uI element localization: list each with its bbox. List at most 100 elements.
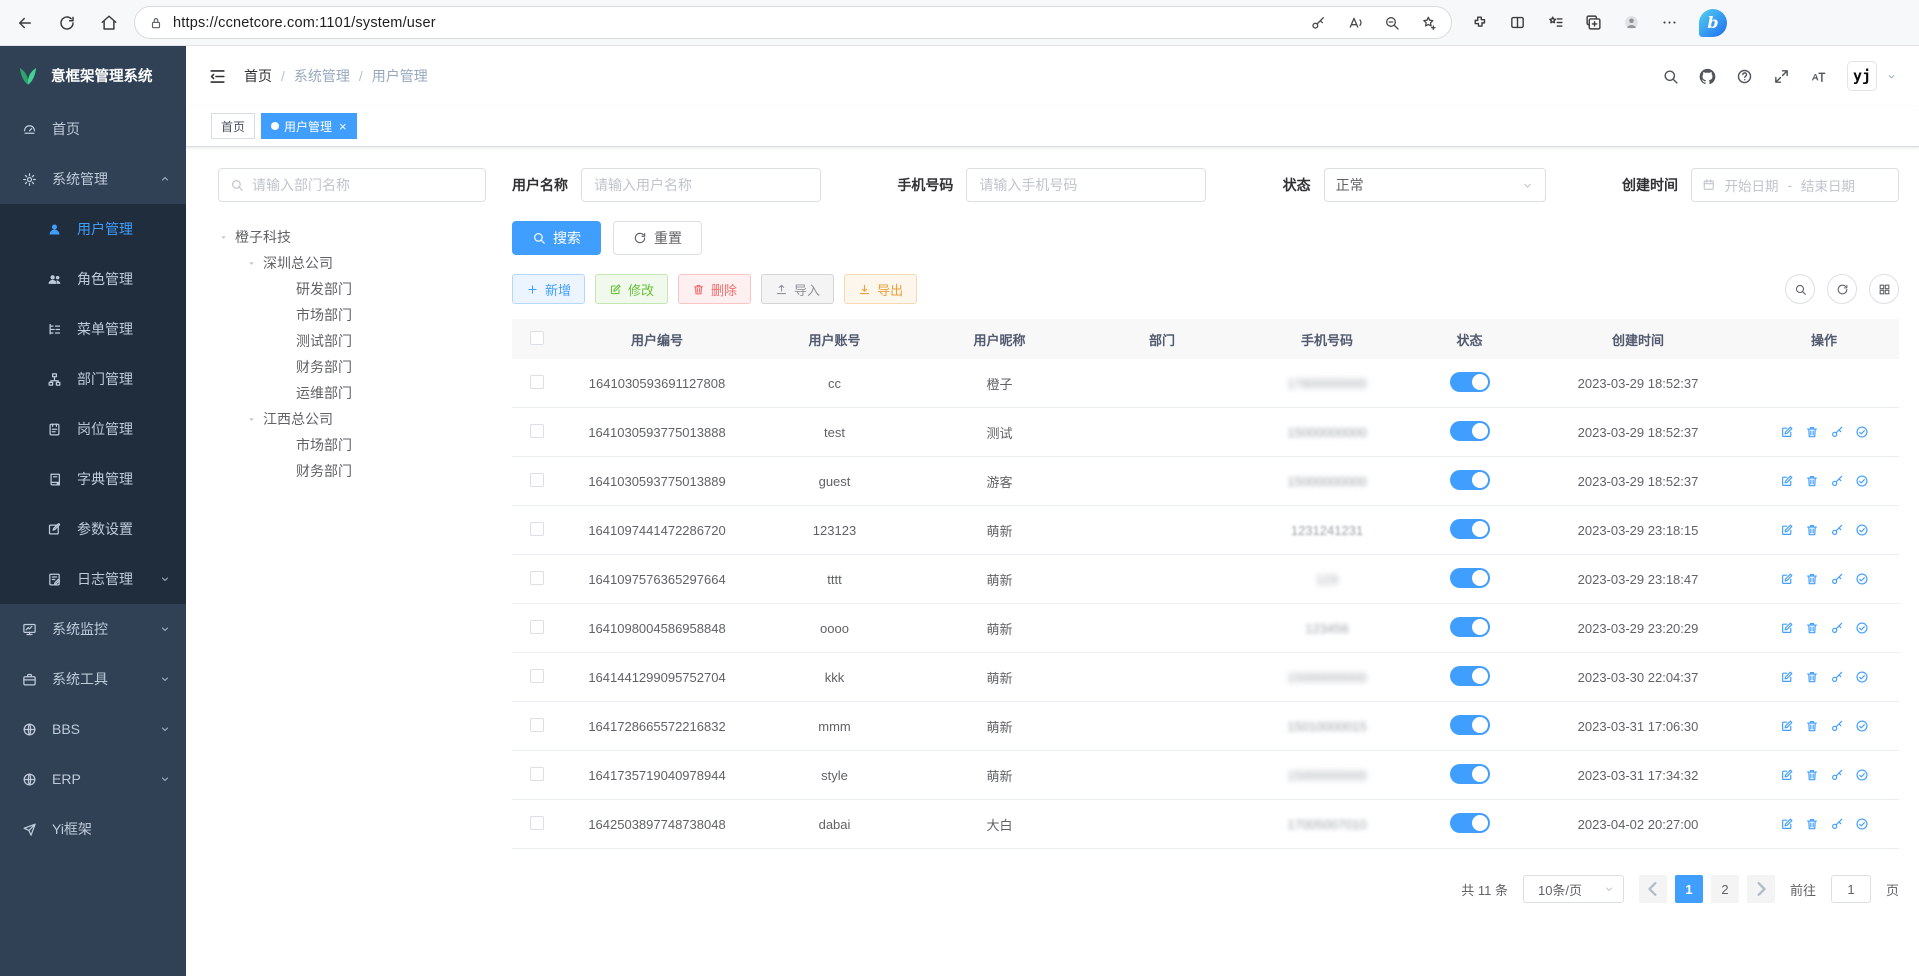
sidebar-item-菜单管理[interactable]: 菜单管理 [0,304,186,354]
row-checkbox[interactable] [530,815,544,830]
edit-button[interactable]: 修改 [595,274,669,304]
row-checkbox[interactable] [530,570,544,585]
row-delete-icon[interactable] [1805,572,1819,586]
status-toggle[interactable] [1449,420,1490,441]
sidebar-item-角色管理[interactable]: 角色管理 [0,254,186,304]
toolbar-refresh-button[interactable] [1827,274,1857,304]
toolbar-grid-button[interactable] [1869,274,1899,304]
sidebar-item-日志管理[interactable]: 日志管理 [0,554,186,604]
phone-input[interactable] [966,168,1207,202]
row-check-icon[interactable] [1855,719,1869,733]
tree-expand-icon[interactable] [246,258,257,269]
row-check-icon[interactable] [1855,572,1869,586]
status-toggle[interactable] [1449,518,1490,539]
row-checkbox[interactable] [530,619,544,634]
more-icon[interactable] [1661,14,1678,31]
row-edit-icon[interactable] [1780,768,1794,782]
dept-search-input[interactable]: 请输入部门名称 [218,168,486,202]
select-all-checkbox[interactable] [530,330,544,345]
row-key-icon[interactable] [1830,474,1844,488]
add-favorite-icon[interactable] [1421,15,1437,31]
row-check-icon[interactable] [1855,768,1869,782]
status-toggle[interactable] [1449,812,1490,833]
reset-button[interactable]: 重置 [613,221,702,255]
row-edit-icon[interactable] [1780,523,1794,537]
row-checkbox[interactable] [530,472,544,487]
tree-expand-icon[interactable] [218,232,229,243]
delete-button[interactable]: 删除 [678,274,752,304]
user-avatar[interactable]: yj [1847,61,1877,91]
goto-page-input[interactable] [1830,875,1871,903]
row-key-icon[interactable] [1830,817,1844,831]
row-delete-icon[interactable] [1805,670,1819,684]
status-toggle[interactable] [1449,763,1490,784]
sidebar-item-用户管理[interactable]: 用户管理 [0,204,186,254]
row-check-icon[interactable] [1855,670,1869,684]
row-checkbox[interactable] [530,423,544,438]
favorites-icon[interactable] [1547,14,1564,31]
tree-node-财务部门[interactable]: 财务部门 [218,458,486,484]
row-delete-icon[interactable] [1805,523,1819,537]
username-input[interactable] [581,168,821,202]
fontsize-icon[interactable] [1810,68,1827,85]
row-edit-icon[interactable] [1780,621,1794,635]
sidebar-item-系统监控[interactable]: 系统监控 [0,604,186,654]
row-edit-icon[interactable] [1780,572,1794,586]
sidebar-item-岗位管理[interactable]: 岗位管理 [0,404,186,454]
row-key-icon[interactable] [1830,621,1844,635]
read-aloud-icon[interactable] [1347,15,1363,31]
row-delete-icon[interactable] [1805,768,1819,782]
row-edit-icon[interactable] [1780,817,1794,831]
row-checkbox[interactable] [530,766,544,781]
github-icon[interactable] [1699,68,1716,85]
date-range-picker[interactable]: 开始日期 - 结束日期 [1690,168,1899,202]
row-check-icon[interactable] [1855,425,1869,439]
sidebar-item-参数设置[interactable]: 参数设置 [0,504,186,554]
tree-expand-icon[interactable] [246,414,257,425]
toolbar-search-button[interactable] [1785,274,1815,304]
home-icon[interactable] [100,14,118,32]
breadcrumb-item[interactable]: 首页 [244,68,272,84]
add-button[interactable]: 新增 [512,274,586,304]
row-delete-icon[interactable] [1805,621,1819,635]
row-edit-icon[interactable] [1780,670,1794,684]
row-checkbox[interactable] [530,717,544,732]
row-key-icon[interactable] [1830,670,1844,684]
sidebar-item-首页[interactable]: 首页 [0,104,186,154]
sidebar-item-ERP[interactable]: ERP [0,754,186,804]
row-key-icon[interactable] [1830,425,1844,439]
row-edit-icon[interactable] [1780,474,1794,488]
sidebar-item-Yi框架[interactable]: Yi框架 [0,804,186,854]
tree-node-深圳总公司[interactable]: 深圳总公司 [218,250,486,276]
row-key-icon[interactable] [1830,719,1844,733]
sidebar-toggle-icon[interactable] [208,67,227,86]
prev-page-button[interactable] [1638,875,1667,903]
row-delete-icon[interactable] [1805,719,1819,733]
tab-用户管理[interactable]: 用户管理 × [261,113,357,139]
profile-icon[interactable] [1623,14,1640,31]
browser-essentials-icon[interactable] [1471,14,1488,31]
tree-node-橙子科技[interactable]: 橙子科技 [218,224,486,250]
chevron-down-icon[interactable] [1886,71,1897,82]
copilot-icon[interactable]: b [1699,8,1727,37]
row-key-icon[interactable] [1830,768,1844,782]
status-toggle[interactable] [1449,469,1490,490]
row-checkbox[interactable] [530,374,544,389]
search-icon[interactable] [1662,68,1679,85]
row-checkbox[interactable] [530,668,544,683]
status-toggle[interactable] [1449,665,1490,686]
status-toggle[interactable] [1449,616,1490,637]
sidebar-item-系统工具[interactable]: 系统工具 [0,654,186,704]
tree-node-运维部门[interactable]: 运维部门 [218,380,486,406]
row-key-icon[interactable] [1830,523,1844,537]
zoom-out-icon[interactable] [1384,15,1400,31]
page-button-1[interactable]: 1 [1674,875,1703,903]
export-button[interactable]: 导出 [844,274,918,304]
status-toggle[interactable] [1449,714,1490,735]
row-check-icon[interactable] [1855,817,1869,831]
address-bar[interactable]: https://ccnetcore.com:1101/system/user [134,6,1452,39]
row-checkbox[interactable] [530,521,544,536]
tree-node-江西总公司[interactable]: 江西总公司 [218,406,486,432]
saved-password-icon[interactable] [1310,15,1326,31]
tree-node-财务部门[interactable]: 财务部门 [218,354,486,380]
